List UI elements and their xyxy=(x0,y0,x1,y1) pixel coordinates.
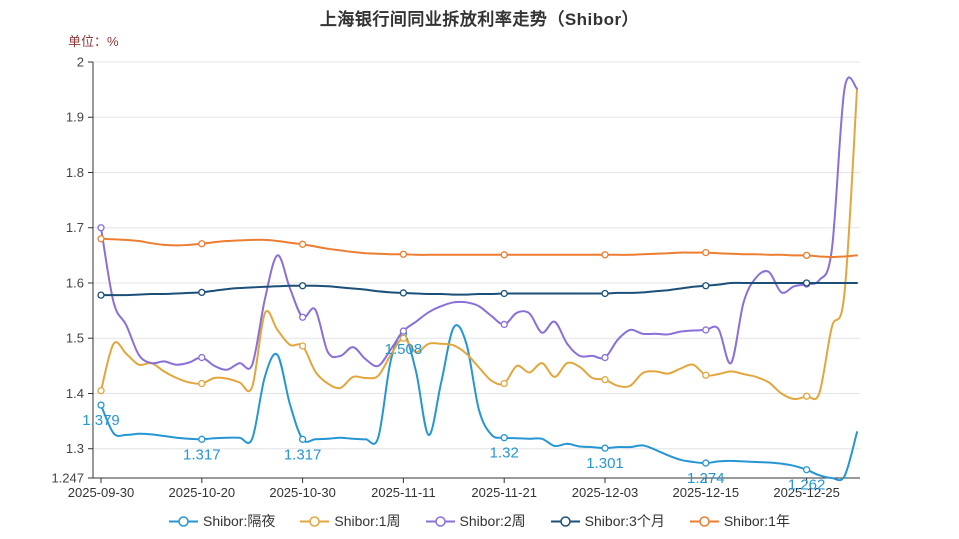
legend-line-circle-icon xyxy=(425,515,455,527)
legend-line-circle-icon xyxy=(550,515,580,527)
point-value-label: 1.301 xyxy=(586,455,624,472)
series-line-Shibor:1年[interactable] xyxy=(100,237,858,258)
point-value-label: 1.274 xyxy=(687,470,725,487)
chart-legend: Shibor:隔夜 Shibor:1周 Shibor:2周 Shibor:3个月 Shi… xyxy=(0,511,959,531)
unit-label: 单位：% xyxy=(68,34,119,49)
legend-label: Shibor:隔夜 xyxy=(203,513,276,529)
series-marker-Shibor:2周[interactable] xyxy=(702,326,710,334)
y-axis-label: 1.8 xyxy=(66,165,84,180)
legend-label: Shibor:2周 xyxy=(459,513,526,529)
series-marker-Shibor:1年[interactable] xyxy=(298,240,307,248)
series-marker-Shibor:2周[interactable] xyxy=(198,353,206,362)
x-axis-label: 2025-12-25 xyxy=(773,485,840,500)
y-axis-label: 1.6 xyxy=(66,275,84,290)
series-marker-Shibor:3个月[interactable] xyxy=(198,288,206,297)
x-axis-label: 2025-10-30 xyxy=(269,485,336,500)
series-marker-Shibor:隔夜[interactable] xyxy=(802,466,811,474)
series-marker-Shibor:1周[interactable] xyxy=(298,342,307,350)
legend-circle xyxy=(559,515,571,527)
series-marker-Shibor:1年[interactable] xyxy=(198,240,206,248)
series-line-Shibor:1周[interactable] xyxy=(100,88,858,401)
legend-item-Shibor:隔夜[interactable]: Shibor:隔夜 xyxy=(169,511,275,531)
series-line-Shibor:3个月[interactable] xyxy=(100,281,858,297)
legend-item-Shibor:3个月[interactable]: Shibor:3个月 xyxy=(550,511,665,531)
series-marker-Shibor:1周[interactable] xyxy=(702,371,710,379)
series-marker-Shibor:1周[interactable] xyxy=(802,392,811,400)
series-marker-Shibor:1周[interactable] xyxy=(198,379,206,388)
series-marker-Shibor:1周[interactable] xyxy=(500,379,508,388)
series-marker-Shibor:1年[interactable] xyxy=(97,235,105,243)
series-marker-Shibor:1周[interactable] xyxy=(601,376,609,384)
series-marker-Shibor:隔夜[interactable] xyxy=(702,459,710,467)
legend-item-Shibor:1年[interactable]: Shibor:1年 xyxy=(689,511,790,531)
series-marker-Shibor:隔夜[interactable] xyxy=(500,434,508,442)
legend-circle xyxy=(699,515,710,527)
y-axis-label: 1.3 xyxy=(66,441,84,456)
series-marker-Shibor:1年[interactable] xyxy=(702,248,710,257)
y-axis-label: 1.247 xyxy=(51,471,84,486)
series-marker-Shibor:2周[interactable] xyxy=(399,327,408,335)
chart-title: 上海银行间同业拆放利率走势（Shibor） xyxy=(319,10,640,29)
series-marker-Shibor:隔夜[interactable] xyxy=(198,435,206,443)
x-axis-label: 2025-11-21 xyxy=(471,485,537,500)
series-marker-Shibor:3个月[interactable] xyxy=(702,282,710,290)
series-marker-Shibor:1年[interactable] xyxy=(601,251,609,259)
legend-line-circle-icon xyxy=(300,515,330,527)
point-value-label: 1.379 xyxy=(82,412,120,429)
series-marker-Shibor:3个月[interactable] xyxy=(298,282,307,290)
point-value-label: 1.317 xyxy=(183,446,221,463)
series-marker-Shibor:3个月[interactable] xyxy=(97,291,105,299)
legend-label: Shibor:1年 xyxy=(723,513,790,529)
point-value-label: 1.32 xyxy=(490,445,519,462)
series-marker-Shibor:2周[interactable] xyxy=(298,313,307,321)
legend-label: Shibor:1周 xyxy=(334,513,401,529)
series-marker-Shibor:2周[interactable] xyxy=(97,224,105,232)
legend-line-circle-icon xyxy=(689,515,719,527)
series-marker-Shibor:3个月[interactable] xyxy=(399,289,408,297)
legend-line-circle-icon xyxy=(169,515,198,527)
x-axis-label: 2025-12-03 xyxy=(572,485,639,500)
series-marker-Shibor:1年[interactable] xyxy=(500,251,508,259)
series-line-Shibor:2周[interactable] xyxy=(100,76,858,371)
series-marker-Shibor:3个月[interactable] xyxy=(500,289,508,298)
point-value-label: 1.262 xyxy=(788,477,826,494)
series-marker-Shibor:3个月[interactable] xyxy=(802,279,811,287)
series-marker-Shibor:隔夜[interactable] xyxy=(601,444,609,452)
x-axis-label: 2025-10-20 xyxy=(169,485,236,500)
series-marker-Shibor:1年[interactable] xyxy=(399,250,408,258)
x-axis-label: 2025-11-11 xyxy=(371,485,436,500)
series-marker-Shibor:隔夜[interactable] xyxy=(97,401,105,409)
legend-circle xyxy=(434,515,446,527)
series-marker-Shibor:2周[interactable] xyxy=(500,320,508,329)
series-marker-Shibor:隔夜[interactable] xyxy=(298,435,307,443)
x-axis-label: 2025-12-15 xyxy=(673,485,740,500)
series-marker-Shibor:1周[interactable] xyxy=(97,387,105,395)
y-axis-label: 1.4 xyxy=(66,386,84,401)
series-marker-Shibor:3个月[interactable] xyxy=(601,289,609,298)
series-marker-Shibor:2周[interactable] xyxy=(601,353,609,362)
series-marker-Shibor:1年[interactable] xyxy=(802,251,811,260)
y-axis-label: 1.7 xyxy=(66,220,84,235)
point-value-label: 1.317 xyxy=(284,446,322,463)
series-line-Shibor:隔夜[interactable] xyxy=(100,324,858,482)
point-value-label: 1.508 xyxy=(385,341,423,358)
legend-circle xyxy=(178,515,189,527)
y-axis-label: 1.5 xyxy=(66,331,84,346)
legend-item-Shibor:1周[interactable]: Shibor:1周 xyxy=(300,511,401,531)
legend-circle xyxy=(309,515,321,527)
series-marker-Shibor:1周[interactable] xyxy=(399,334,408,342)
x-axis-label: 2025-09-30 xyxy=(68,485,135,500)
y-axis-label: 2 xyxy=(77,55,84,70)
legend-label: Shibor:3个月 xyxy=(584,513,665,529)
y-axis-label: 1.9 xyxy=(66,110,84,125)
legend-item-Shibor:2周[interactable]: Shibor:2周 xyxy=(425,511,526,531)
